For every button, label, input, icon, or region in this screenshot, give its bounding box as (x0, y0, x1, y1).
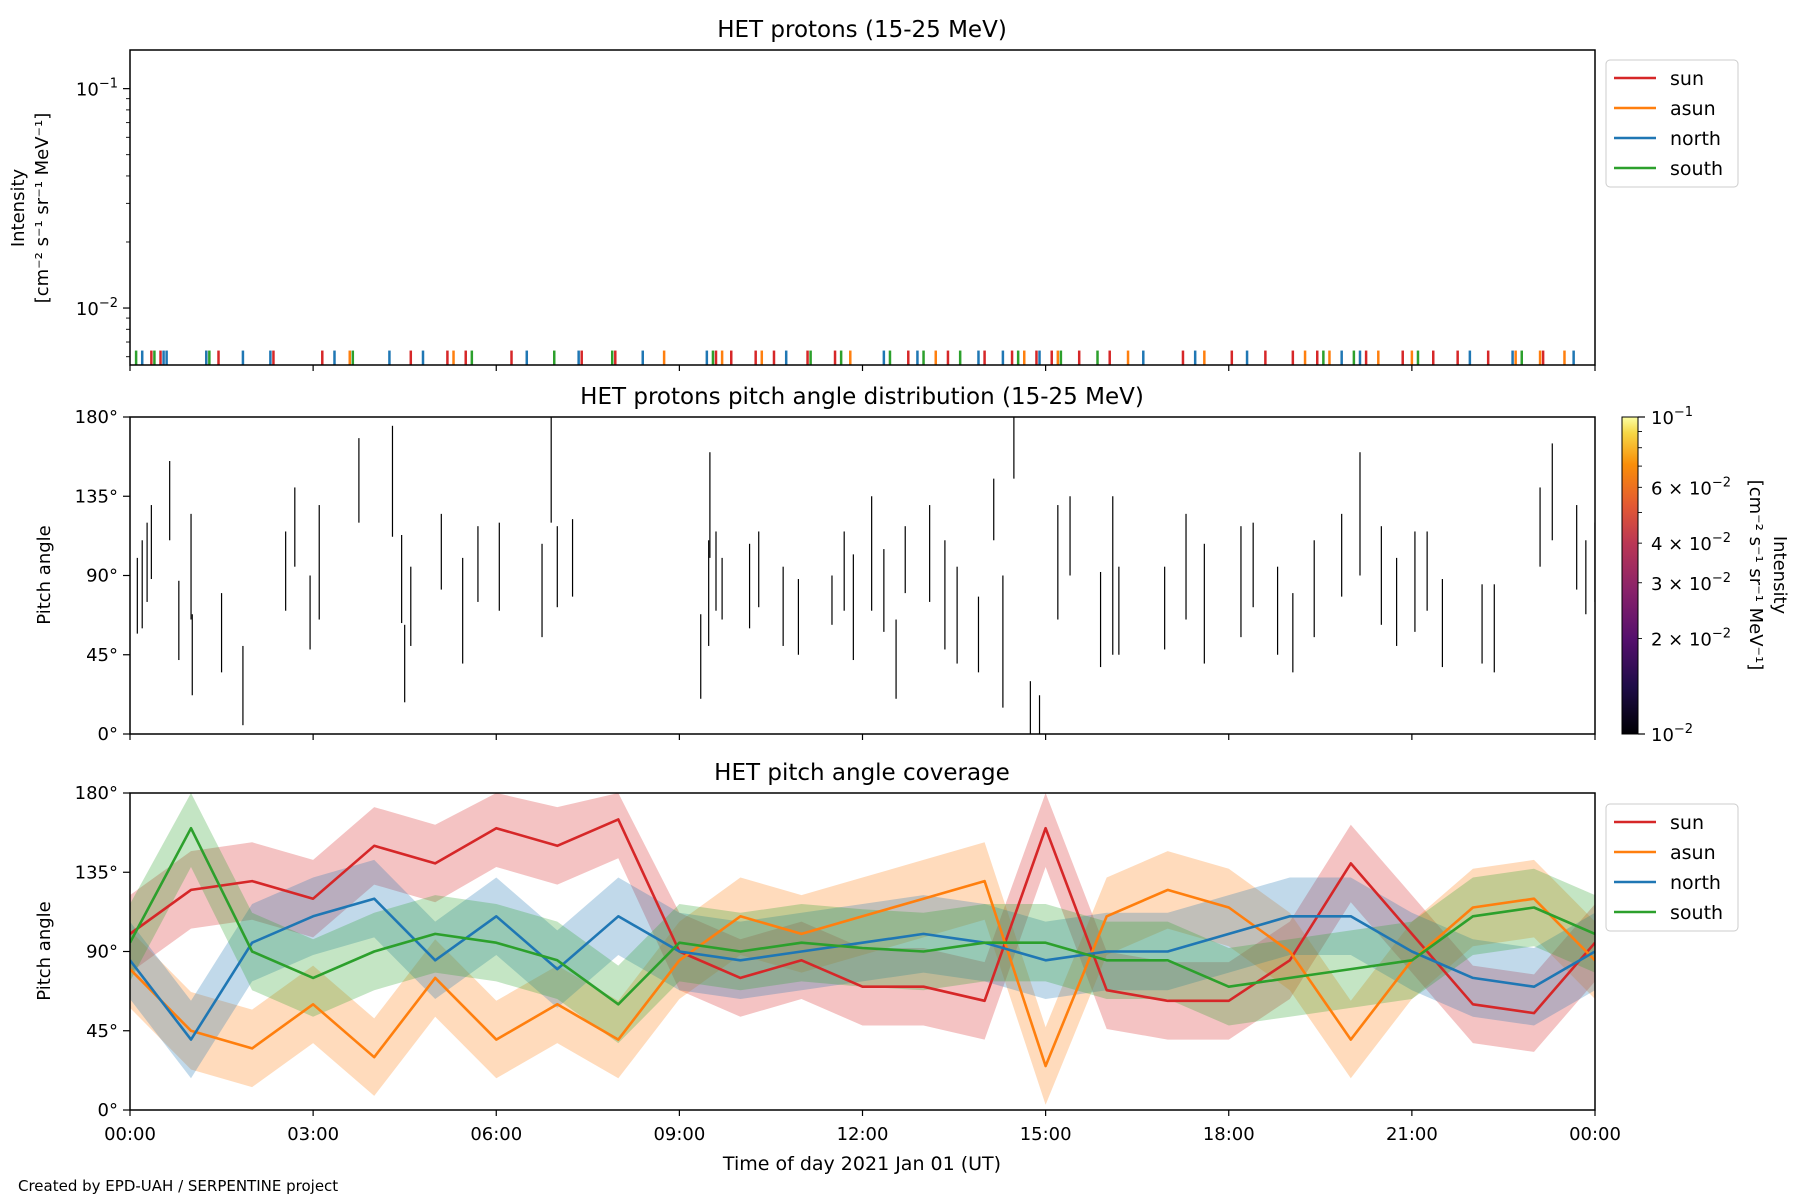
panel-pad: HET protons pitch angle distribution (15… (34, 384, 1790, 746)
legend-frame (1605, 59, 1739, 188)
legend-label-sun: sun (1670, 812, 1704, 834)
panel1-frame (129, 49, 1596, 366)
panel2-ylabel: Pitch angle (34, 525, 55, 624)
legend-label-north: north (1670, 128, 1721, 150)
colorbar-tick-label: 10−1 (1651, 405, 1693, 429)
panel2-title: HET protons pitch angle distribution (15… (580, 384, 1144, 410)
pad-segments (136, 417, 1595, 734)
panel1-ylabel-line2: [cm⁻² s⁻¹ sr⁻¹ MeV⁻¹] (32, 113, 53, 304)
colorbar-tick-label: 2 × 10−2 (1651, 627, 1731, 651)
legend-items: sun asun north south (1614, 812, 1723, 924)
panel2-xticks (129, 734, 1596, 740)
coverage-lines (130, 818, 1595, 1068)
colorbar-units: [cm⁻² s⁻¹ sr⁻¹ MeV⁻¹] (1745, 480, 1766, 671)
panel1-xticks (129, 365, 1596, 371)
coverage-line-asun (130, 879, 1595, 1068)
colorbar-ticks: 10−1 10−2 6 × 10−2 4 × 10−2 3 × 10−2 2 × 10−2 (1638, 405, 1731, 746)
x-tick-label: 18:00 (1203, 1124, 1255, 1145)
panel1-legend: sun asun north south (1605, 59, 1739, 188)
x-tick-label: 12:00 (837, 1124, 889, 1145)
coverage-line-south (130, 826, 1595, 1006)
colorbar-gradient (1621, 416, 1639, 735)
panel1-spikes (134, 350, 1575, 365)
y-tick-label: 135° (75, 862, 118, 883)
coverage-band-south (130, 793, 1595, 1044)
x-tick-label: 09:00 (653, 1124, 705, 1145)
legend-label-sun: sun (1670, 68, 1704, 90)
colorbar: 10−1 10−2 6 × 10−2 4 × 10−2 3 × 10−2 2 × 10−2… (1621, 405, 1790, 746)
y-tick-label: 180° (75, 407, 118, 428)
legend-label-north: north (1670, 872, 1721, 894)
legend-frame (1605, 803, 1739, 932)
x-tick-label: 03:00 (287, 1124, 339, 1145)
colorbar-tick-label: 6 × 10−2 (1651, 475, 1731, 499)
y-tick-label: 180° (75, 783, 118, 804)
colorbar-tick-label: 3 × 10−2 (1651, 571, 1731, 595)
x-tick-label: 00:00 (1569, 1124, 1621, 1145)
coverage-band-north (130, 859, 1595, 1079)
y-tick-label: 45° (86, 645, 118, 666)
coverage-line-north (130, 897, 1595, 1041)
colorbar-tick-label: 4 × 10−2 (1651, 531, 1731, 555)
panel3-title: HET pitch angle coverage (714, 760, 1010, 786)
y-tick-label: 0° (98, 1100, 118, 1121)
x-axis-label: Time of day 2021 Jan 01 (UT) (722, 1153, 1001, 1175)
y-tick-label: 135° (75, 486, 118, 507)
x-tick-label: 06:00 (470, 1124, 522, 1145)
y-tick-label: 0° (98, 724, 118, 745)
panel3-xticks: 00:00 03:00 06:00 09:00 12:00 15:00 18:00 21:00… (104, 1110, 1621, 1145)
y-tick-label: 10−2 (76, 296, 118, 320)
footer-credit: Created by EPD-UAH / SERPENTINE project (18, 1177, 338, 1195)
panel-intensity: HET protons (15-25 MeV) 10−1 10−2 Intensi… (8, 17, 1739, 371)
panel2-frame (129, 416, 1596, 735)
legend-label-asun: asun (1670, 842, 1716, 864)
x-tick-label: 00:00 (104, 1124, 156, 1145)
legend-items: sun asun north south (1614, 68, 1723, 180)
y-tick-label: 10−1 (76, 77, 118, 101)
panel3-yticks: 0° 45° 90° 135° 180° (75, 783, 130, 1121)
x-tick-label: 21:00 (1386, 1124, 1438, 1145)
coverage-line-sun (130, 818, 1595, 1015)
y-tick-label: 90° (86, 942, 118, 963)
y-tick-label: 90° (86, 566, 118, 587)
panel1-yticks: 10−1 10−2 (76, 77, 130, 358)
panel1-ylabel-line1: Intensity (8, 168, 29, 247)
panel1-title: HET protons (15-25 MeV) (717, 17, 1007, 43)
x-tick-label: 15:00 (1020, 1124, 1072, 1145)
panel3-legend: sun asun north south (1605, 803, 1739, 932)
legend-label-south: south (1670, 158, 1723, 180)
panel-coverage: HET pitch angle coverage 0° 45° 90° 135° 180… (34, 760, 1739, 1145)
legend-label-asun: asun (1670, 98, 1716, 120)
colorbar-tick-label: 10−2 (1651, 722, 1693, 746)
y-tick-label: 45° (86, 1021, 118, 1042)
panel3-ylabel: Pitch angle (34, 901, 55, 1000)
colorbar-label: Intensity (1769, 536, 1790, 615)
panel2-yticks: 0° 45° 90° 135° 180° (75, 407, 130, 745)
legend-label-south: south (1670, 902, 1723, 924)
